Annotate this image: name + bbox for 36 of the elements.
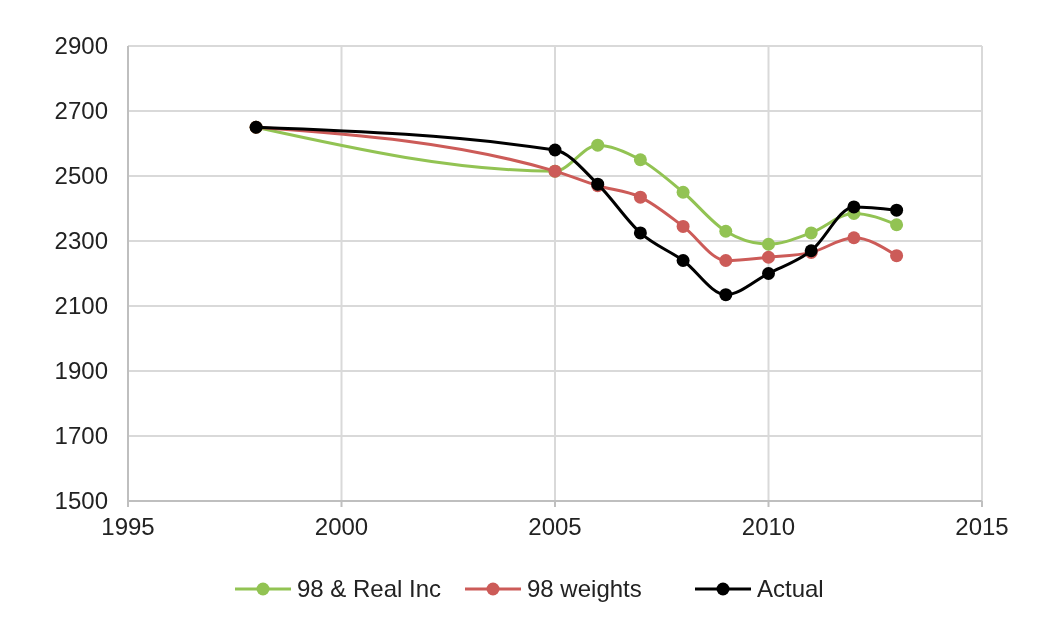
x-tick-label: 2000 bbox=[314, 513, 369, 540]
x-tick-label: 2010 bbox=[741, 513, 796, 540]
y-tick-label: 1900 bbox=[54, 357, 108, 385]
point bbox=[676, 219, 690, 233]
y-tick-label: 2300 bbox=[54, 227, 108, 255]
y-tick-label: 1500 bbox=[54, 487, 108, 515]
point bbox=[719, 224, 733, 238]
point bbox=[548, 143, 562, 157]
point bbox=[847, 231, 861, 245]
point bbox=[762, 250, 775, 264]
point bbox=[762, 267, 775, 280]
x-tick-label: 1995 bbox=[101, 513, 155, 540]
point bbox=[676, 254, 690, 267]
x-tick-label: 2005 bbox=[528, 513, 582, 540]
legend-label: 98 & Real Inc bbox=[297, 575, 442, 603]
point bbox=[633, 226, 647, 240]
legend-label: 98 weights bbox=[527, 575, 642, 603]
y-tick-label: 2500 bbox=[54, 162, 108, 190]
point bbox=[762, 237, 775, 251]
point bbox=[633, 190, 647, 204]
point bbox=[804, 226, 818, 240]
legend-label: Actual bbox=[757, 575, 824, 603]
point bbox=[633, 153, 647, 167]
point bbox=[591, 138, 605, 152]
point bbox=[676, 185, 690, 199]
point bbox=[890, 203, 904, 217]
point bbox=[847, 200, 861, 214]
y-tick-label: 2900 bbox=[54, 32, 108, 60]
y-tick-label: 2100 bbox=[54, 292, 108, 320]
x-tick-label: 2015 bbox=[955, 513, 1009, 540]
y-tick-label: 1700 bbox=[54, 422, 108, 450]
point bbox=[890, 218, 904, 232]
y-tick-label: 2700 bbox=[54, 97, 108, 125]
point bbox=[719, 254, 733, 267]
point bbox=[719, 288, 733, 302]
point bbox=[890, 249, 904, 263]
